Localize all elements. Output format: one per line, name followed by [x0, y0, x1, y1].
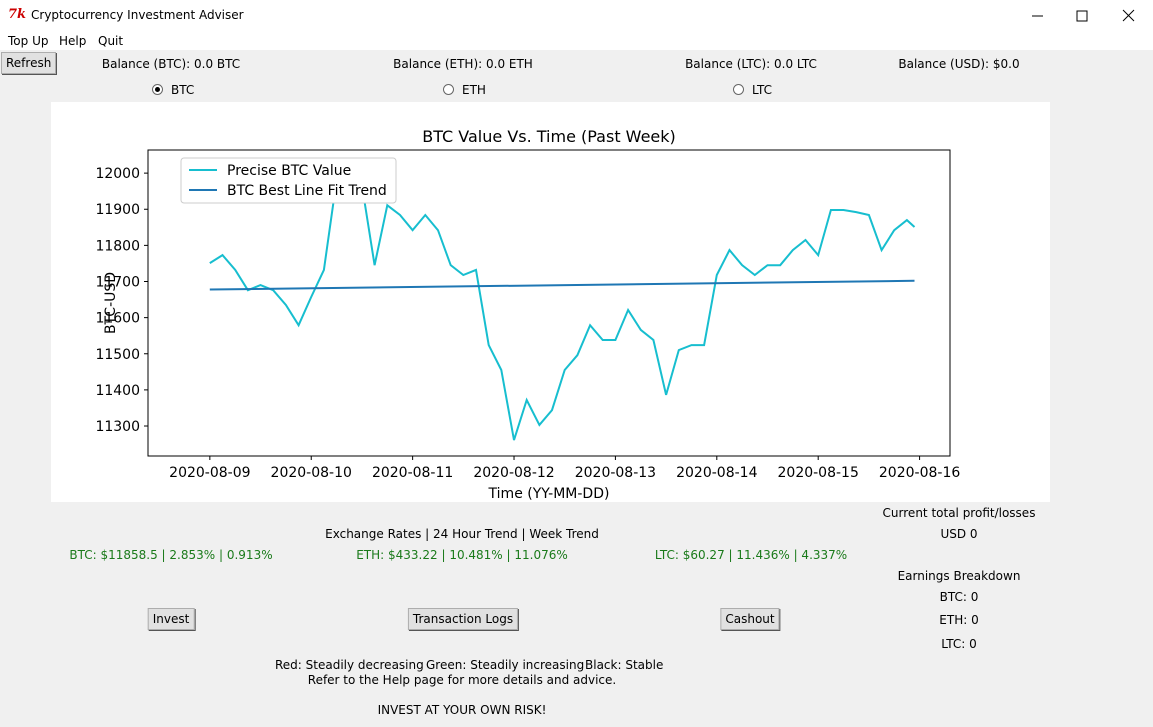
- radio-dot[interactable]: [443, 84, 454, 95]
- y-tick-label: 11300: [95, 419, 140, 435]
- warning: INVEST AT YOUR OWN RISK!: [377, 703, 547, 717]
- data-line: [209, 279, 915, 291]
- y-tick-label: 11700: [95, 275, 140, 291]
- x-tick-label: 2020-08-13: [575, 465, 656, 481]
- radio-dot[interactable]: [152, 84, 163, 95]
- chart: BTC Value Vs. Time (Past Week) Time (YY-M…: [51, 102, 1050, 502]
- app-icon: 7k: [8, 7, 27, 22]
- refresh-button[interactable]: Refresh: [1, 52, 57, 74]
- window-title: Cryptocurrency Investment Adviser: [31, 8, 244, 22]
- title-bar: 7k Cryptocurrency Investment Adviser: [0, 0, 1153, 31]
- y-axis-label: BTC-USD: [103, 272, 119, 334]
- balance: Balance (LTC): 0.0 LTC: [685, 57, 817, 71]
- x-tick-label: 2020-08-09: [169, 465, 250, 481]
- legend-label: BTC Best Line Fit Trend: [227, 183, 387, 199]
- legend-box: [180, 157, 397, 204]
- rate: BTC: $11858.5 | 2.853% | 0.913%: [69, 548, 273, 562]
- rate: ETH: $433.22 | 10.481% | 11.076%: [356, 548, 568, 562]
- profit-title: Current total profit/losses: [882, 506, 1036, 520]
- key-green: Green: Steadily increasing: [426, 658, 585, 672]
- breakdown-line: ETH: 0: [939, 613, 979, 627]
- radio-option[interactable]: ETH: [443, 83, 486, 97]
- radio-dot[interactable]: [733, 84, 744, 95]
- breakdown-line: BTC: 0: [939, 590, 979, 604]
- y-tick-label: 11400: [95, 383, 140, 399]
- rate: LTC: $60.27 | 11.436% | 4.337%: [654, 548, 848, 562]
- y-tick-label: 12000: [95, 166, 140, 182]
- chart-title: BTC Value Vs. Time (Past Week): [422, 127, 676, 146]
- logs-button[interactable]: Transaction Logs: [407, 608, 519, 630]
- breakdown-line: LTC: 0: [941, 637, 977, 651]
- balance: Balance (BTC): 0.0 BTC: [101, 57, 241, 71]
- help-note: Refer to the Help page for more details …: [307, 673, 617, 687]
- x-tick-label: 2020-08-10: [271, 465, 352, 481]
- balance: Balance (USD): $0.0: [898, 57, 1020, 71]
- key-red: Red: Steadily decreasing: [275, 658, 424, 672]
- menu-item[interactable]: Top Up: [8, 34, 49, 48]
- y-tick-label: 11900: [95, 202, 140, 218]
- invest-button[interactable]: Invest: [147, 608, 195, 630]
- profit-value: USD 0: [940, 527, 978, 541]
- radio-option[interactable]: BTC: [152, 83, 194, 97]
- x-tick-label: 2020-08-15: [778, 465, 859, 481]
- menu-bar: Top Up Help Quit: [0, 31, 1153, 50]
- y-tick-label: 11600: [95, 311, 140, 327]
- legend-label: Precise BTC Value: [227, 163, 351, 179]
- x-tick-label: 2020-08-14: [676, 465, 757, 481]
- y-tick-label: 11800: [95, 238, 140, 254]
- x-tick-label: 2020-08-16: [879, 465, 960, 481]
- x-tick-label: 2020-08-12: [473, 465, 554, 481]
- cashout-button[interactable]: Cashout: [720, 608, 780, 630]
- radio-option[interactable]: LTC: [733, 83, 772, 97]
- window-controls[interactable]: [1030, 8, 1142, 24]
- menu-item[interactable]: Help: [59, 34, 87, 48]
- x-tick-label: 2020-08-11: [372, 465, 453, 481]
- menu-item[interactable]: Quit: [98, 34, 124, 48]
- y-tick-label: 11500: [95, 347, 140, 363]
- balance: Balance (ETH): 0.0 ETH: [393, 57, 533, 71]
- data-line: [209, 177, 916, 441]
- radio-label: LTC: [752, 83, 773, 97]
- x-axis-label: Time (YY-MM-DD): [488, 486, 610, 502]
- breakdown-title: Earnings Breakdown: [897, 569, 1021, 583]
- exchange-header: Exchange Rates | 24 Hour Trend | Week Tr…: [325, 527, 599, 541]
- plot-frame: [147, 149, 951, 457]
- radio-label: ETH: [462, 83, 486, 97]
- radio-label: BTC: [171, 83, 195, 97]
- key-black: Black: Stable: [585, 658, 664, 672]
